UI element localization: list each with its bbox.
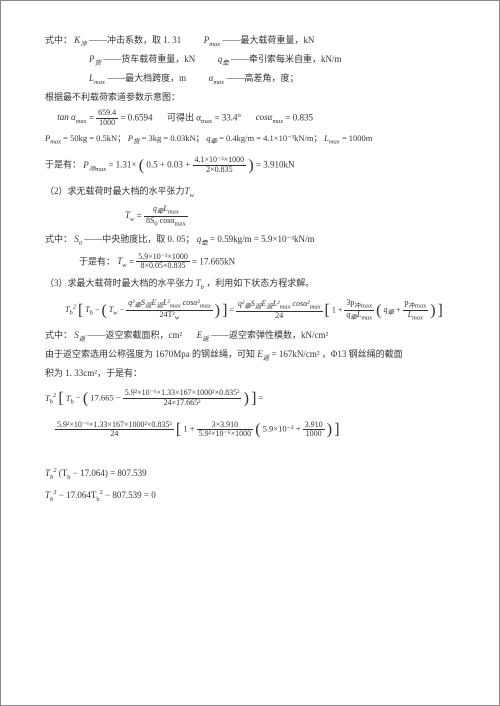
txt: ——最大档跨度，m [107,73,186,83]
def-line-3: Lmax ——最大档跨度，m αmax ——高差角，度； [45,71,463,88]
eq-big-2: 5.9²×10⁻⁶×1.33×167×1000²×0.835²24 [ 1 + … [45,416,463,443]
eq-final-2: Tb3 − 17.064Tb2 − 807.539 = 0 [45,487,463,505]
sym-alpha: αmax [209,73,225,83]
txt: ——牵引索每米自重，kN/m [231,54,342,64]
label: 式中： [45,35,72,45]
eq-state: Tb2 [ Tb − ( Tw − q²牵S返E返L²max cosα²max … [45,297,463,324]
def-line-1: 式中： K冲 ——冲击系数，取 1. 31 Pmax ——最大载荷重量，kN [45,33,463,50]
eq-tan-alpha: tan αmax = 659.41000 = 0.6594 可得出 αmax =… [45,109,463,128]
eq-final-1: Tb2 (Tb − 17.064) = 807.539 [45,465,463,483]
section-3-title: （3）求最大载荷时最大档的水平张力 Tb ，利用如下状态方程求解。 [45,276,463,293]
wire-line-2: 积为 1. 33cm²，于是有： [45,366,463,381]
sym-L: Lmax [89,73,105,83]
def-line-2: P货 ——货车载荷重量，kN q牵 ——牵引索每米自重，kN/m [45,52,463,69]
def-S0: 式中： S0 ——中央驰度比，取 0. 05； q牵 = 0.59kg/m = … [45,232,463,249]
eq-Tw: Tw = q牵Lmax 8S0 cosαmax [45,205,463,227]
txt: ——货车载荷重量，kN [103,54,195,64]
eq-big-1: Tb2 [ Tb − ( 17.665 − 5.9²×10⁻⁶×1.33×167… [45,385,463,412]
def-SE: 式中： S返 ——返空索截面积，cm² E返 ——返空索弹性模数，kN/cm² [45,328,463,345]
section-2-title: （2）求无载荷时最大档的水平张力Tw [45,184,463,201]
txt: ——冲击系数，取 1. 31 [89,35,181,45]
sym-Phuo: P货 [89,54,101,64]
context-line: 根据最不利载荷索道参数示意图： [45,90,463,105]
wire-line-1: 由于返空索选用公称强度为 1670Mpa 的钢丝绳，可知 E返 = 167kN/… [45,347,463,364]
document-page: 式中： K冲 ——冲击系数，取 1. 31 Pmax ——最大载荷重量，kN P… [0,0,500,706]
eq-params: Pmax = 50kg = 0.5kN； P货 = 3kg = 0.03kN； … [45,131,463,148]
sym-K: K冲 [74,35,87,45]
txt: ——最大载荷重量，kN [222,35,314,45]
eq-result-2: 于是有： Tw = 5.9×10⁻³×10008×0.05×0.835 = 17… [45,253,463,272]
sym-Pmax: Pmax [204,35,220,45]
eq-result-1: 于是有： P冲max = 1.31× ( 0.5 + 0.03 + 4.1×10… [45,152,463,179]
txt: ——高差角，度； [226,73,298,83]
sym-q: q牵 [218,54,229,64]
